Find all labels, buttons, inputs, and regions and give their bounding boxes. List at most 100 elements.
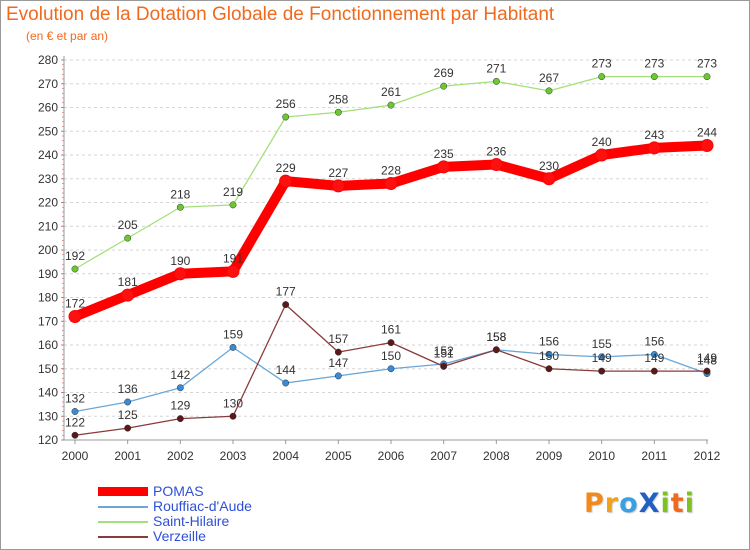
y-tick-label: 200 — [38, 243, 58, 257]
x-tick-label: 2002 — [167, 449, 194, 463]
data-point — [334, 348, 342, 356]
legend-label: POMAS — [153, 483, 204, 499]
data-point — [282, 301, 290, 309]
data-point — [124, 398, 132, 406]
logo-letter: i — [684, 488, 695, 519]
data-label: 230 — [539, 159, 559, 173]
x-tick-label: 2008 — [483, 449, 510, 463]
data-point — [331, 179, 345, 193]
data-point — [703, 73, 711, 81]
data-label: 177 — [276, 285, 296, 299]
data-label: 150 — [539, 349, 559, 363]
legend-label: Saint-Hilaire — [153, 513, 230, 529]
data-point — [598, 73, 606, 81]
data-label: 158 — [486, 330, 506, 344]
data-point — [492, 77, 500, 85]
legend-item-saint-hilaire[interactable]: Saint-Hilaire — [98, 514, 252, 529]
data-label: 148 — [697, 354, 717, 368]
data-label: 240 — [592, 135, 612, 149]
data-point — [71, 431, 79, 439]
data-label: 256 — [276, 97, 296, 111]
data-point — [387, 339, 395, 347]
data-label: 273 — [644, 57, 664, 71]
data-point — [387, 101, 395, 109]
data-label: 227 — [328, 166, 348, 180]
data-label: 157 — [328, 332, 348, 346]
logo-letter: P — [584, 488, 605, 519]
y-tick-label: 160 — [38, 338, 58, 352]
legend-swatch-verzeille — [98, 535, 148, 538]
data-point — [121, 288, 135, 302]
data-label: 156 — [644, 335, 664, 349]
data-label: 152 — [434, 344, 454, 358]
data-point — [387, 365, 395, 373]
data-point — [489, 158, 503, 171]
logo-letter: r — [604, 488, 620, 519]
data-point — [282, 113, 290, 121]
y-tick-label: 190 — [38, 267, 58, 281]
data-point — [71, 265, 79, 273]
y-tick-label: 140 — [38, 386, 58, 400]
data-label: 151 — [434, 346, 454, 360]
x-tick-label: 2007 — [430, 449, 457, 463]
data-point — [598, 353, 606, 361]
data-label: 142 — [170, 368, 190, 382]
x-tick-label: 2005 — [325, 449, 352, 463]
logo-letter: i — [660, 488, 671, 519]
data-label: 150 — [381, 349, 401, 363]
y-tick-label: 260 — [38, 101, 58, 115]
y-tick-label: 230 — [38, 172, 58, 186]
data-point — [545, 351, 553, 358]
data-point — [226, 264, 240, 278]
data-point — [598, 367, 606, 375]
data-point — [176, 384, 184, 392]
data-label: 258 — [328, 92, 348, 106]
y-tick-label: 270 — [38, 77, 58, 91]
data-point — [650, 73, 658, 81]
y-tick-label: 150 — [38, 362, 58, 376]
data-label: 244 — [697, 126, 717, 140]
data-point — [542, 172, 556, 186]
data-label: 132 — [65, 392, 85, 406]
data-label: 158 — [486, 330, 506, 344]
data-point — [437, 160, 451, 174]
data-label: 136 — [118, 382, 138, 396]
data-label: 149 — [592, 351, 612, 365]
legend-item-rouffiac-d-aude[interactable]: Rouffiac-d'Aude — [98, 499, 252, 514]
data-label: 149 — [697, 351, 717, 365]
data-label: 190 — [170, 254, 190, 268]
data-point — [229, 412, 237, 420]
data-point — [440, 82, 448, 90]
x-tick-label: 2003 — [220, 449, 247, 463]
y-tick-label: 240 — [38, 148, 58, 162]
y-tick-label: 170 — [38, 314, 58, 328]
legend-item-pomas[interactable]: POMAS — [98, 484, 252, 499]
data-label: 228 — [381, 164, 401, 178]
data-label: 159 — [223, 327, 243, 341]
legend-item-verzeille[interactable]: Verzeille — [98, 529, 252, 544]
data-label: 172 — [65, 297, 85, 311]
data-point — [595, 148, 609, 162]
chart-subtitle: (en € et par an) — [26, 29, 109, 43]
data-point — [384, 177, 398, 190]
data-label: 125 — [118, 408, 138, 422]
legend-swatch-saint-hilaire — [98, 520, 148, 523]
data-point — [545, 87, 553, 95]
legend-swatch-rouffiac-d-aude — [98, 505, 148, 508]
data-label: 205 — [118, 218, 138, 232]
data-label: 271 — [486, 61, 506, 75]
data-point — [703, 367, 711, 375]
data-label: 155 — [592, 337, 612, 351]
y-tick-label: 220 — [38, 196, 58, 210]
legend-label: Verzeille — [153, 528, 206, 544]
data-label: 181 — [118, 275, 138, 289]
legend: POMAS Rouffiac-d'Aude Saint-Hilaire Verz… — [98, 484, 252, 544]
data-label: 243 — [644, 128, 664, 142]
data-label: 218 — [170, 187, 190, 201]
data-point — [650, 367, 658, 375]
logo-letter: X — [638, 488, 661, 519]
logo-letter: t — [670, 488, 685, 519]
y-tick-label: 280 — [38, 53, 58, 67]
y-tick-label: 130 — [38, 409, 58, 423]
